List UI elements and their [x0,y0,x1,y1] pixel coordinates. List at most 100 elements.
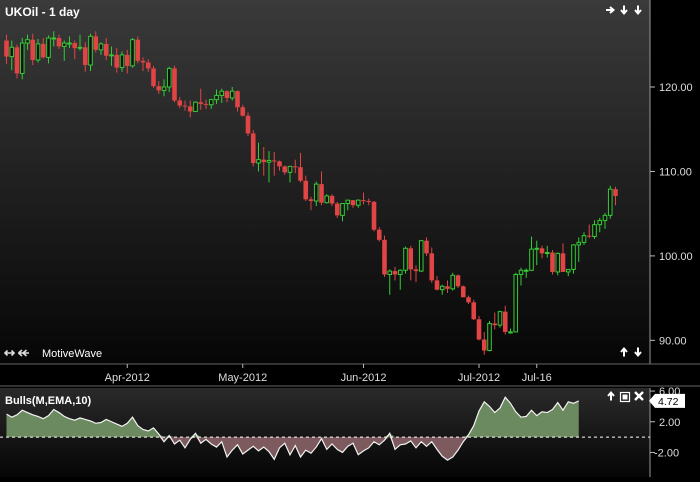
candle-body [30,39,36,60]
candle-body [145,62,151,69]
candle [177,97,183,109]
candle [471,299,477,321]
time-tick-label: Jul-16 [522,372,552,384]
price-tick-label: 90.00 [659,335,687,347]
arrow-up-icon[interactable] [607,390,615,401]
current-value-flag [649,393,685,408]
arrow-up-icon[interactable] [620,346,628,357]
candle [298,152,303,183]
candle-body [77,46,83,49]
candle [466,295,471,305]
candle-body [172,68,177,101]
candle-body [471,302,477,320]
candle [82,42,88,72]
candle-body [455,275,461,287]
candle [476,315,482,341]
candle-body [292,166,298,168]
candle-body [308,199,314,202]
candle-body [14,47,20,74]
bulls-power-area [0,396,650,461]
candle [151,65,156,88]
candle-body [319,184,324,203]
candle-body [119,54,125,69]
candle [35,38,41,63]
candle-body [98,43,104,51]
candle-body [560,253,566,272]
price-axis[interactable]: 120.00 110.00 100.00 90.00 [650,82,693,347]
candle [355,199,361,208]
candle [88,33,93,71]
candle-body [72,43,78,49]
candle-body [523,269,529,272]
candle-body [103,43,109,56]
candle-body [497,311,503,326]
candle-body [508,331,513,334]
double-arrow-icon[interactable] [17,349,30,357]
candle [550,249,555,275]
candle-body [193,101,198,112]
candle-body [82,47,88,66]
arrow-down-icon[interactable] [634,347,642,358]
candle [319,171,324,206]
candle-body [581,235,587,243]
watermark-label: MotiveWave [42,348,102,360]
maximize-icon[interactable] [619,391,631,403]
candle [224,90,230,103]
candle [172,65,177,103]
candle-body [403,247,408,271]
candle-body [56,38,62,47]
candle-body [529,248,534,271]
candle-body [245,115,251,134]
candle [513,272,519,333]
top-nav-controls [604,4,644,16]
candle-body [418,240,424,272]
candle-body [481,339,487,351]
scroll-controls: MotiveWave [3,348,102,360]
candle-body [492,323,498,326]
candle-body [334,203,340,216]
candle [287,165,293,183]
candle-body [135,39,141,61]
double-arrow-icon[interactable] [3,349,16,357]
candle-body [450,274,456,290]
candle-body [571,244,576,270]
candle-body [229,90,235,99]
price-panel-title: UKOil - 1 day [5,5,80,19]
candle-body [93,36,99,50]
candle-body [460,286,466,298]
candle [502,305,508,335]
arrow-down-icon[interactable] [618,4,630,16]
close-icon[interactable] [634,391,644,401]
candle [208,98,214,109]
candle-body [203,103,209,105]
candle-body [240,107,246,116]
candle-body [46,37,51,58]
candle [219,88,225,104]
candle [135,36,141,64]
candle [544,245,550,258]
candle-body [408,248,414,270]
candle-body [487,322,492,351]
time-axis[interactable]: Apr-2012 May-2012 Jun-2012 Jul-2012 Jul-16 [105,364,552,384]
candle [250,130,256,167]
candle-body [161,86,167,91]
candle-body [439,285,445,291]
candle [366,198,372,206]
candle [245,112,251,136]
candle [597,217,603,233]
candle [429,247,435,283]
candle [508,328,513,334]
time-tick-label: May-2012 [218,372,267,384]
arrow-right-icon[interactable] [604,4,616,16]
candle [198,88,204,110]
arrow-down-icon[interactable] [632,4,644,16]
bottom-nav-controls [620,346,642,358]
candle [523,268,529,278]
candle [571,244,576,274]
candle [534,240,540,266]
time-tick-label: Apr-2012 [105,372,150,384]
price-panel-background[interactable] [0,0,650,364]
candle-body [445,286,450,289]
price-tick-label: 110.00 [659,166,692,178]
candle [350,200,356,208]
